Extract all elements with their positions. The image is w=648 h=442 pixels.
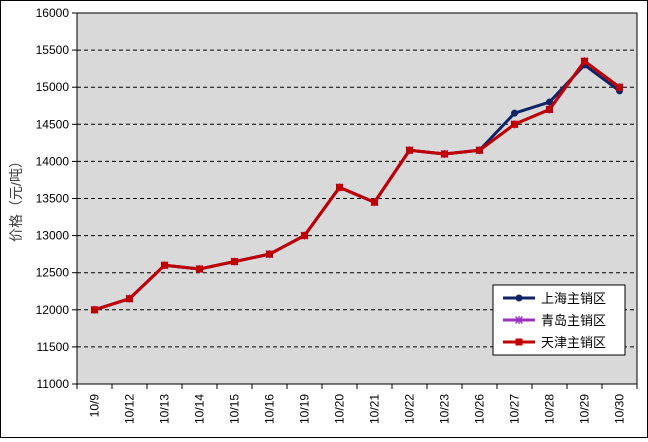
data-point bbox=[161, 261, 168, 269]
y-tick-label: 16000 bbox=[36, 6, 70, 20]
data-point bbox=[126, 295, 133, 303]
data-point bbox=[476, 146, 483, 154]
x-tick-label: 10/13 bbox=[158, 394, 172, 424]
legend-item: 青岛主销区 bbox=[503, 313, 606, 328]
legend-item: 上海主销区 bbox=[503, 291, 606, 306]
series-path bbox=[94, 59, 621, 312]
x-tick-label: 10/15 bbox=[228, 394, 242, 424]
legend-label: 青岛主销区 bbox=[541, 313, 606, 328]
data-point bbox=[231, 258, 238, 266]
x-tick-label: 10/20 bbox=[333, 394, 347, 424]
data-point bbox=[515, 338, 523, 346]
y-tick-label: 11000 bbox=[37, 377, 70, 391]
y-tick-label: 13000 bbox=[36, 229, 70, 243]
x-tick-label: 10/12 bbox=[123, 394, 137, 424]
series-group bbox=[90, 57, 624, 314]
y-axis: 11000 11500 12000 12500 13000 13500 14000 14500… bbox=[36, 6, 77, 391]
y-tick-label: 15500 bbox=[36, 43, 70, 57]
data-point bbox=[196, 265, 203, 273]
legend-label: 上海主销区 bbox=[541, 291, 606, 306]
data-point bbox=[301, 232, 308, 240]
y-tick-label: 15000 bbox=[36, 80, 70, 94]
x-tick-label: 10/26 bbox=[473, 394, 487, 424]
data-point bbox=[581, 57, 588, 65]
x-tick-label: 10/21 bbox=[368, 394, 382, 424]
x-tick-label: 10/9 bbox=[88, 394, 102, 418]
y-tick-label: 12000 bbox=[36, 303, 70, 317]
x-tick-label: 10/23 bbox=[438, 394, 452, 424]
data-point bbox=[371, 198, 378, 206]
data-point bbox=[546, 105, 553, 113]
legend-label: 天津主销区 bbox=[541, 335, 606, 350]
y-axis-label: 价格（元/吨） bbox=[8, 154, 24, 242]
x-tick-label: 10/14 bbox=[193, 394, 207, 424]
data-point bbox=[441, 150, 448, 158]
y-tick-label: 12500 bbox=[36, 266, 70, 280]
data-point bbox=[546, 98, 553, 106]
y-tick-label: 11500 bbox=[37, 340, 70, 354]
gridlines bbox=[77, 49, 637, 348]
x-tick-label: 10/19 bbox=[298, 394, 312, 424]
x-tick-label: 10/30 bbox=[613, 394, 627, 424]
series-line bbox=[91, 57, 623, 314]
data-point bbox=[91, 306, 98, 314]
x-tick-label: 10/29 bbox=[578, 394, 592, 424]
x-tick-label: 10/22 bbox=[403, 394, 417, 424]
x-tick-label: 10/28 bbox=[543, 394, 557, 424]
data-point bbox=[616, 83, 623, 91]
data-point bbox=[406, 146, 413, 154]
data-point bbox=[336, 183, 343, 191]
legend-item: 天津主销区 bbox=[503, 335, 606, 350]
data-point bbox=[515, 294, 523, 302]
y-tick-label: 14000 bbox=[36, 154, 70, 168]
x-axis: 10/9 10/12 10/13 10/14 10/15 10/16 10/19 10/20 1… bbox=[76, 384, 638, 424]
y-tick-label: 14500 bbox=[36, 117, 70, 131]
data-point bbox=[511, 120, 518, 128]
data-point bbox=[515, 316, 523, 324]
y-tick-label: 13500 bbox=[36, 192, 70, 206]
x-tick-label: 10/27 bbox=[508, 394, 522, 424]
data-point bbox=[266, 250, 273, 258]
data-point bbox=[511, 109, 518, 117]
x-tick-label: 10/16 bbox=[263, 394, 277, 424]
